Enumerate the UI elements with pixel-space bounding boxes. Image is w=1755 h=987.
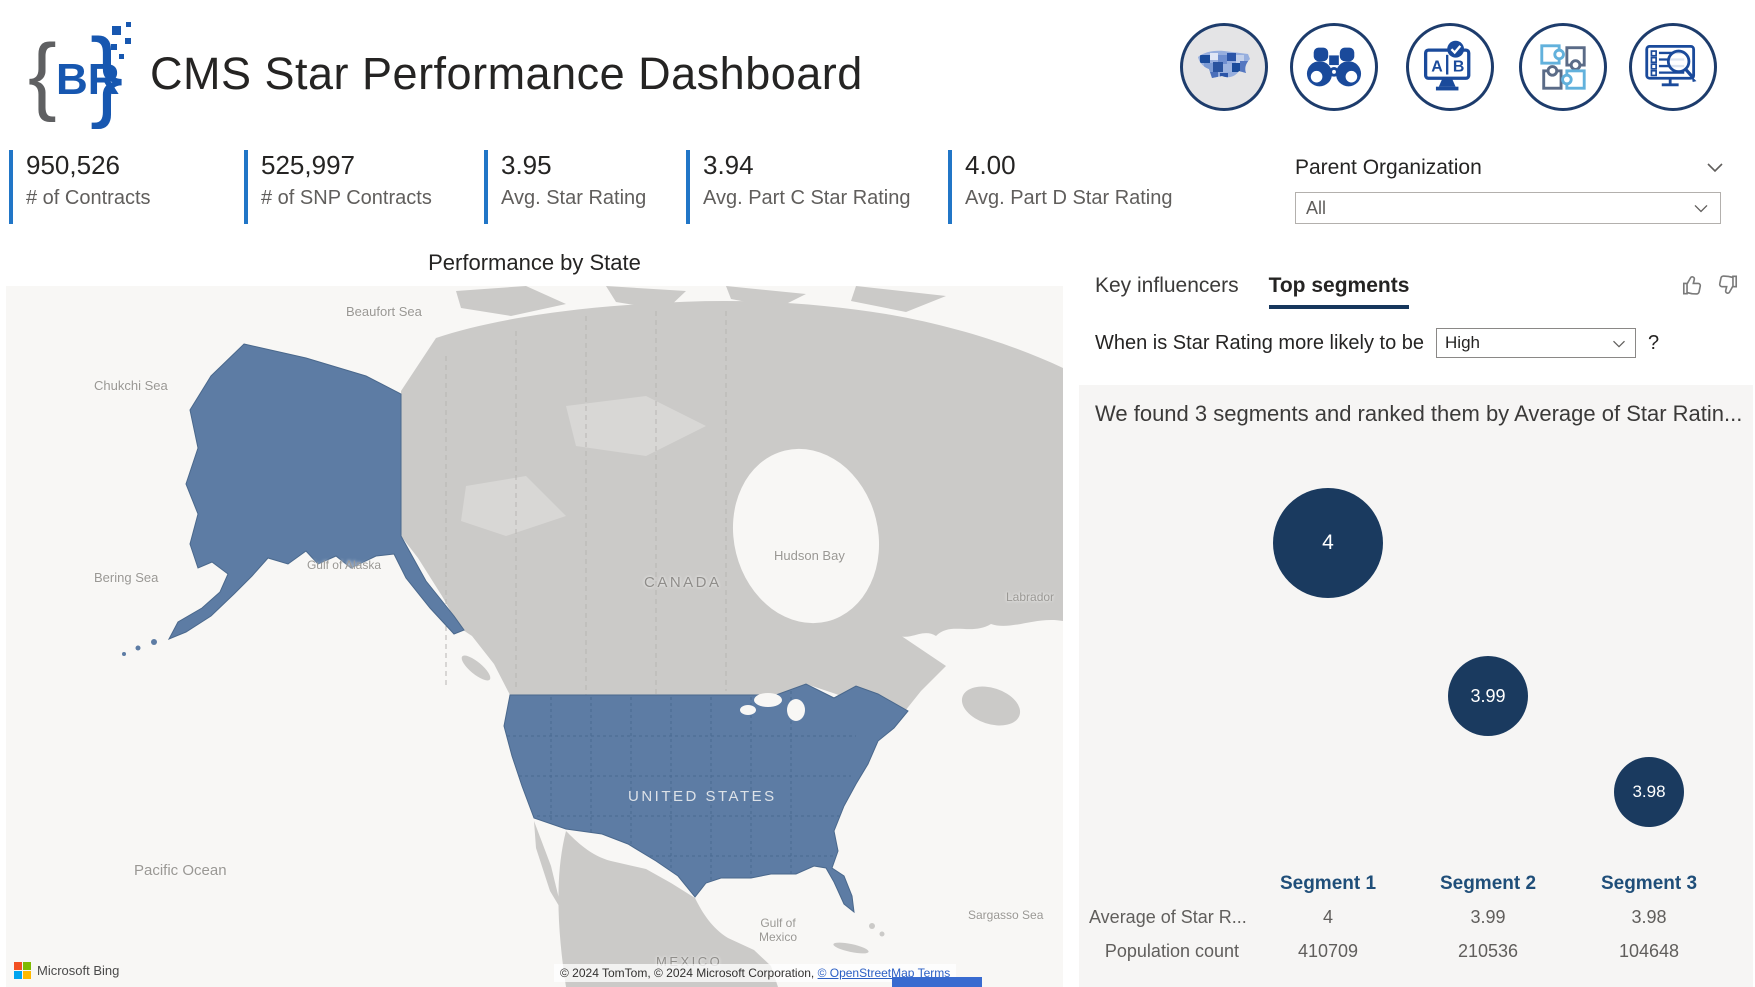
influencers-tabs: Key influencers Top segments [1095,274,1410,309]
svg-text:B: B [1453,59,1465,76]
logo-pixel-dot [112,26,121,35]
ab-test-monitor-icon: A B [1423,40,1471,91]
segment-column-header: Segment 3 [1600,873,1698,894]
segment-1-bubble[interactable]: 4 [1273,488,1383,598]
map-label: Chukchi Sea [94,378,168,393]
logo-pixel-dot [111,44,117,50]
table-row-label: Average of Star R... [1089,907,1247,927]
thumbs-down-icon[interactable] [1714,272,1740,298]
terms-link[interactable]: Terms [917,966,951,980]
kpi-label: Avg. Part D Star Rating [965,187,1173,210]
microsoft-flag-icon [14,962,31,979]
map-label: Hudson Bay [774,548,845,563]
table-cell: 4 [1322,907,1333,927]
brand-logo: { BR } [28,18,148,130]
slicer-title: Parent Organization [1295,156,1482,179]
kpi-avg-star-rating: 3.95 Avg. Star Rating [484,150,646,224]
logo-text: BR [56,55,120,104]
map-label-country: CANADA [644,574,722,591]
bing-map-canvas[interactable]: Beaufort Sea Chukchi Sea Bering Sea Gulf… [6,286,1063,987]
logo-pixel-dot [119,54,124,59]
question-text: When is Star Rating more likely to be [1095,331,1425,354]
map-label-country: UNITED STATES [628,788,777,805]
table-cell: 210536 [1457,941,1519,961]
kpi-value: 3.95 [501,150,552,180]
segment-2-bubble[interactable]: 3.99 [1448,656,1528,736]
kpi-snp-contracts: 525,997 # of SNP Contracts [244,150,432,224]
logo-brace-left: { [28,27,57,123]
table-cell: 3.99 [1470,907,1506,927]
map-visual-title: Performance by State [428,250,641,275]
dropdown-selected-value: All [1306,197,1327,218]
dropdown-selected-value: High [1445,333,1480,352]
thumbs-up-icon[interactable] [1680,272,1706,298]
puzzle-pieces-icon [1540,44,1586,90]
nav-ab-test-button[interactable]: A B [1406,23,1494,111]
kpi-label: # of SNP Contracts [261,187,432,210]
kpi-contracts: 950,526 # of Contracts [9,150,151,224]
kpi-avg-part-c: 3.94 Avg. Part C Star Rating [686,150,911,224]
us-map-choropleth-icon [1198,50,1250,78]
page-title: CMS Star Performance Dashboard [150,48,863,99]
chevron-down-icon [1694,204,1708,213]
map-label: Bering Sea [94,570,159,585]
nav-us-map-button[interactable] [1180,23,1268,111]
influencer-question-row: When is Star Rating more likely to be Hi… [1095,328,1659,358]
segment-column-header: Segment 2 [1439,873,1537,894]
binoculars-icon [1306,47,1362,87]
chevron-down-icon[interactable] [1705,160,1725,174]
openstreetmap-link[interactable]: © OpenStreetMap [817,966,915,980]
segment-column-header: Segment 1 [1279,873,1377,894]
tab-key-influencers[interactable]: Key influencers [1095,274,1239,297]
bing-logo-text: Microsoft Bing [37,963,120,978]
kpi-avg-part-d: 4.00 Avg. Part D Star Rating [948,150,1173,224]
nav-segments-button[interactable] [1519,23,1607,111]
map-label: Sargasso Sea [968,908,1044,922]
north-america-map [6,286,1063,987]
map-attribution: © 2024 TomTom, © 2024 Microsoft Corporat… [554,964,957,982]
map-label: Gulf of Mexico [758,916,797,944]
segment-3-bubble[interactable]: 3.98 [1614,757,1684,827]
kpi-value: 3.94 [703,150,754,180]
logo-brace-right: } [90,18,124,130]
visual-feedback [1680,272,1740,298]
question-mark-text: ? [1648,331,1660,354]
table-cell: 410709 [1297,941,1359,961]
map-label: Beaufort Sea [346,304,422,319]
chevron-down-icon [1613,340,1625,348]
bing-logo: Microsoft Bing [14,962,119,979]
kpi-value: 4.00 [965,150,1016,180]
table-cell: 3.98 [1631,907,1667,927]
nav-detail-report-button[interactable] [1629,23,1717,111]
kpi-value: 950,526 [26,150,120,180]
tab-top-segments[interactable]: Top segments [1268,274,1410,309]
kpi-label: Avg. Part C Star Rating [703,187,911,210]
kpi-label: # of Contracts [26,187,151,210]
nav-explore-button[interactable] [1290,23,1378,111]
top-segments-panel: We found 3 segments and ranked them by A… [1079,385,1753,987]
kpi-value: 525,997 [261,150,355,180]
kpi-label: Avg. Star Rating [501,187,647,210]
map-copyright-text: © 2024 TomTom, © 2024 Microsoft Corporat… [560,966,818,980]
map-label: Gulf of Alaska [306,558,382,572]
horizontal-scrollbar-thumb[interactable] [892,977,982,987]
segments-summary-text: We found 3 segments and ranked them by A… [1095,401,1743,426]
table-cell: 104648 [1618,941,1680,961]
map-label: Pacific Ocean [134,862,227,879]
target-value-dropdown[interactable]: High [1436,328,1637,358]
logo-pixel-dot [126,22,131,27]
parent-organization-dropdown[interactable]: All [1295,192,1721,224]
table-row-label: Population count [1104,941,1239,961]
svg-text:A: A [1431,59,1443,76]
report-magnifier-icon [1645,44,1697,87]
logo-pixel-dot [125,38,131,44]
map-label: Labrador [1006,590,1055,604]
